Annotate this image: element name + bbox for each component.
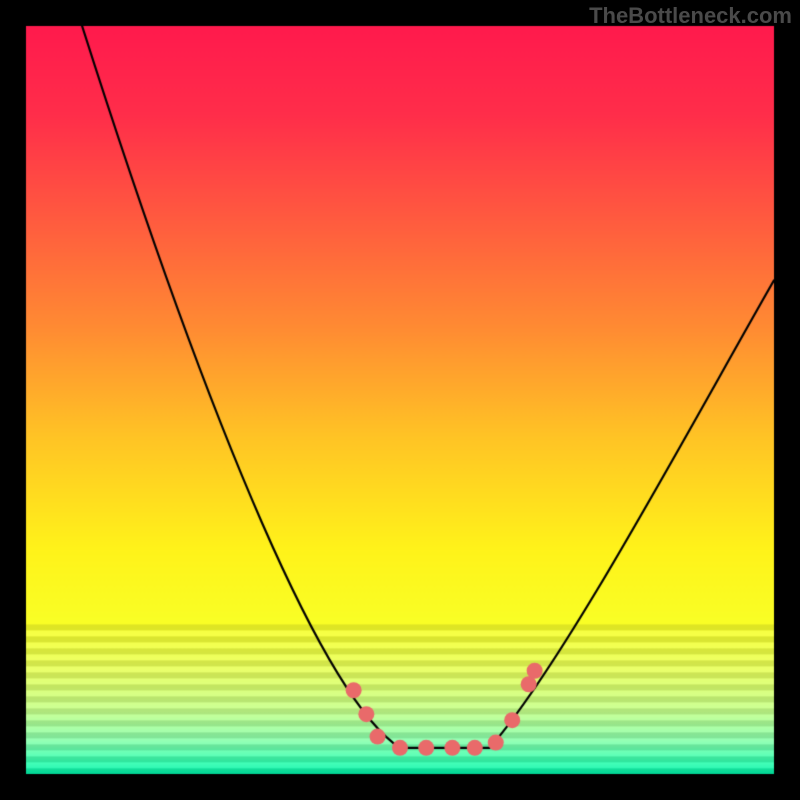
chart-stage: TheBottleneck.com — [0, 0, 800, 800]
watermark-text: TheBottleneck.com — [589, 3, 792, 29]
chart-canvas — [0, 0, 800, 800]
